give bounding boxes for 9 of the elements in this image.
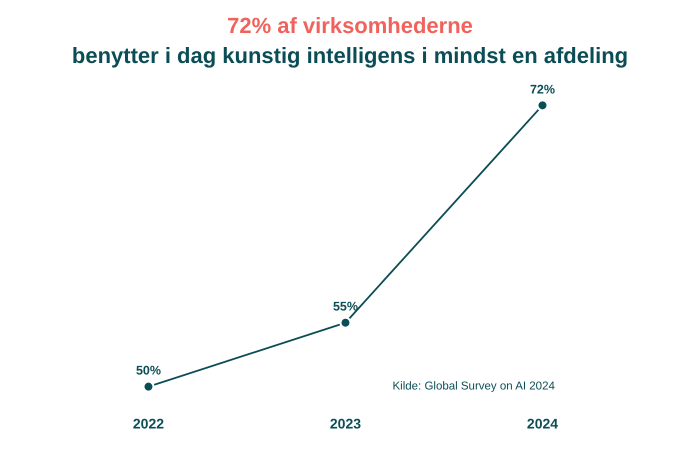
chart-subtitle: benytter i dag kunstig intelligens i mindst en afdeling (70, 42, 630, 70)
data-label: 50% (136, 364, 161, 378)
data-label: 72% (530, 82, 556, 96)
data-label: 55% (332, 300, 358, 314)
x-tick-label: 2024 (526, 416, 558, 432)
annotation: Kilde: Global Survey on AI 2024 (392, 380, 556, 392)
x-tick-label: 2023 (330, 416, 362, 432)
chart-title: 72% af virksomhederne (226, 12, 474, 40)
x-tick-label: 2022 (132, 416, 164, 432)
